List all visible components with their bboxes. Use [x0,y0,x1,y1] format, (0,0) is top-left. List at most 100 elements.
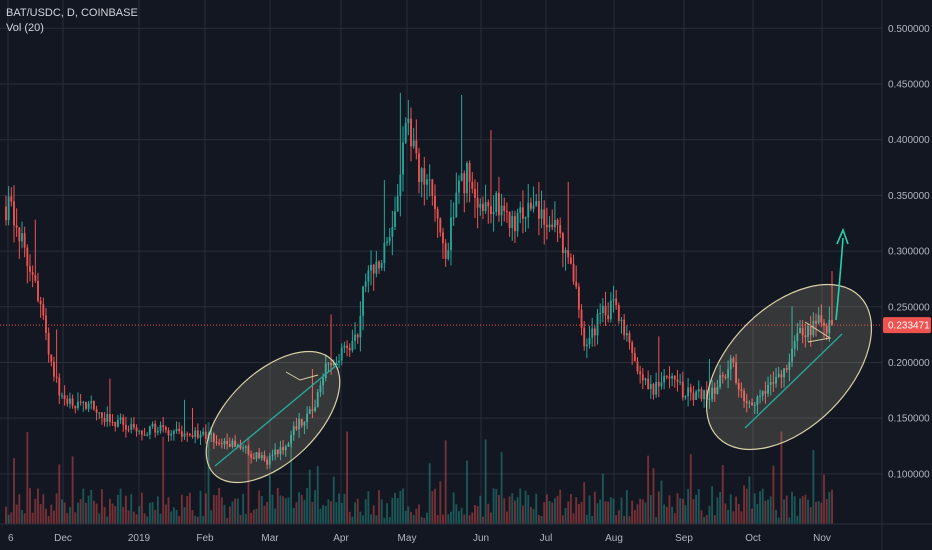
candle-body [156,431,159,433]
volume-bar [426,512,428,524]
volume-bar [335,502,338,524]
volume-bar [402,488,404,524]
volume-bar [585,514,588,524]
volume-bar [266,501,269,524]
candle-body [103,417,106,422]
candle-body [319,385,322,393]
candle-body [391,226,394,237]
volume-bar [228,506,231,524]
volume-bar [511,493,514,524]
candle-body [799,327,801,334]
volume-bar [815,502,817,524]
volume-bar [263,505,266,524]
candle-body [623,319,626,336]
volume-bar [276,488,279,524]
candle-body [327,363,330,365]
volume-bar [729,494,732,524]
candle-body [348,347,351,351]
candle-body [410,118,412,147]
chart-legend: BAT/USDC, D, COINBASE Vol (20) [6,6,138,36]
candle-body [346,345,348,348]
volume-bar [452,492,455,524]
candle-body [236,445,239,447]
x-tick-label: Dec [54,533,72,544]
candle-body [727,369,730,378]
candle-body [591,328,594,338]
candle-body [455,192,458,218]
candle-body [801,327,804,336]
candle-body [90,401,93,404]
volume-bar [375,515,378,524]
candle-body [42,304,45,316]
volume-bar [255,508,258,524]
volume-bar [617,510,620,524]
candle-body [423,168,426,185]
volume-bar [367,491,370,524]
volume-bar [191,510,194,524]
candle-body [15,225,18,228]
projection-arrow [835,237,844,321]
volume-bar [505,511,508,524]
volume-bar [612,498,615,524]
volume-bar [351,516,354,524]
volume-bar [548,500,551,524]
volume-bar [188,492,191,524]
volume-bars [5,422,833,524]
volume-bar [471,512,474,524]
candle-body [178,428,181,432]
candle-body [247,446,250,455]
candle-body [218,442,221,444]
candle-body [100,412,103,418]
candle-body [567,250,570,258]
volume-bar [442,514,444,524]
candle-body [820,315,823,323]
symbol-title[interactable]: BAT/USDC, D, COINBASE [6,7,138,19]
candle-body [231,440,234,447]
candle-body [47,333,50,355]
candle-body [713,387,716,394]
volume-bar [753,493,756,524]
candle-body [721,375,724,377]
candle-body [521,207,524,219]
volume-bar [332,476,335,524]
volume-bar [657,491,660,524]
candle-body [516,212,519,232]
volume-bar [327,499,330,524]
candle-body [612,298,615,301]
volume-bar [164,504,167,524]
volume-bar [431,491,434,524]
volume-bar [434,488,436,524]
volume-bar [271,494,274,524]
volume-bar [823,474,825,524]
volume-bar [370,514,372,524]
trendline [744,333,843,429]
candle-body [87,403,90,409]
candle-body [143,434,146,436]
candle-body [628,333,631,343]
volume-bar [250,512,253,524]
volume-bar [119,488,122,524]
volume-bar [295,502,298,524]
candle-body [98,412,101,414]
candle-body [290,434,293,444]
y-axis[interactable]: 0.100000 0.150000 0.200000 0.250000 0.300000… [881,0,930,550]
volume-bar [138,506,141,524]
y-tick-label: 0.300000 [888,247,930,258]
candle-body [407,118,410,124]
volume-indicator-title[interactable]: Vol (20) [6,22,44,34]
y-tick-label: 0.200000 [888,358,930,369]
volume-bar [681,498,684,524]
candle-body [498,192,500,216]
candle-body [394,211,396,227]
candle-body [639,371,642,375]
candle-body [370,264,372,271]
x-axis[interactable]: 6 Dec 2019 Feb Mar Apr May Jun Jul Aug Sep Oct Nov [0,523,932,544]
volume-bar [170,511,173,524]
volume-bar [769,496,772,524]
candle-body [740,389,743,392]
volume-bar [498,495,500,524]
x-tick-label: Aug [605,533,623,544]
volume-bar [831,489,833,524]
